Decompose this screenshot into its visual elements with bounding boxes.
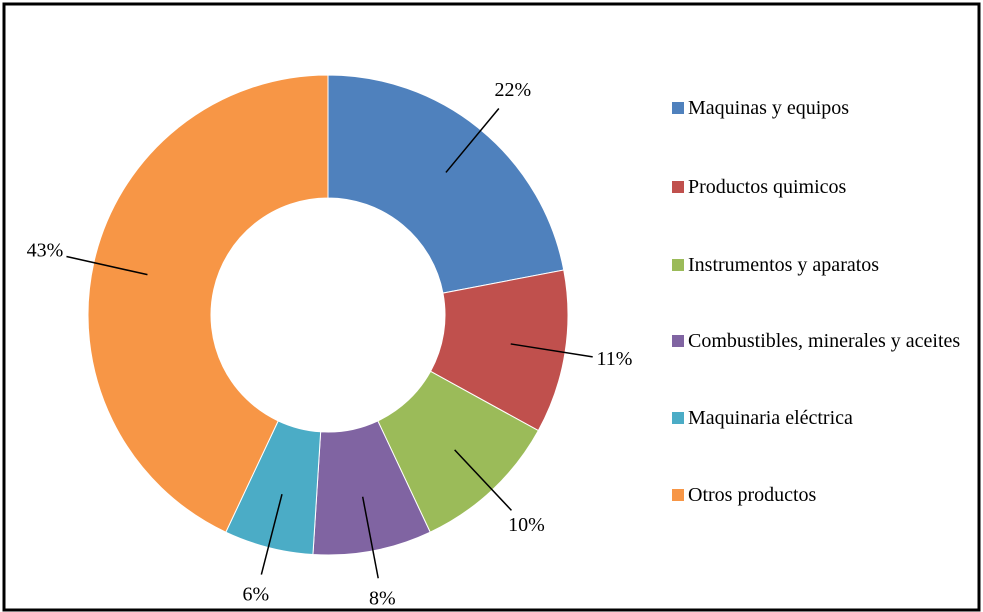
legend-label: Maquinas y equipos <box>688 97 850 119</box>
legend-entry: Instrumentos y aparatos <box>672 251 982 279</box>
legend-swatch <box>672 102 684 114</box>
leader-line <box>260 494 283 575</box>
donut-slice <box>87 74 329 533</box>
legend-swatch <box>672 335 684 347</box>
legend-entry: Maquinas y equipos <box>672 94 982 122</box>
leader-line <box>454 449 513 511</box>
legend-entry: Combustibles, minerales y aceites <box>672 327 982 355</box>
data-label: 8% <box>369 587 396 609</box>
data-label: 43% <box>27 239 64 261</box>
data-label: 6% <box>243 583 270 605</box>
legend-label: Combustibles, minerales y aceites <box>688 330 961 352</box>
legend-entry: Productos quimicos <box>672 173 982 201</box>
leader-line <box>510 343 593 358</box>
legend-swatch <box>672 259 684 271</box>
legend-label: Productos quimicos <box>688 176 847 198</box>
legend-label: Instrumentos y aparatos <box>688 254 880 276</box>
leader-line <box>66 255 148 276</box>
leader-line <box>361 496 379 579</box>
legend-label: Maquinaria eléctrica <box>688 407 853 429</box>
legend-swatch <box>672 489 684 501</box>
data-label: 10% <box>508 514 545 536</box>
leader-line <box>445 108 500 173</box>
legend-swatch <box>672 412 684 424</box>
legend-swatch <box>672 181 684 193</box>
data-label: 22% <box>495 79 532 101</box>
data-label: 11% <box>596 348 632 370</box>
donut-slice <box>327 74 565 294</box>
legend-label: Otros productos <box>688 484 817 506</box>
legend-entry: Otros productos <box>672 481 982 509</box>
legend-entry: Maquinaria eléctrica <box>672 404 982 432</box>
